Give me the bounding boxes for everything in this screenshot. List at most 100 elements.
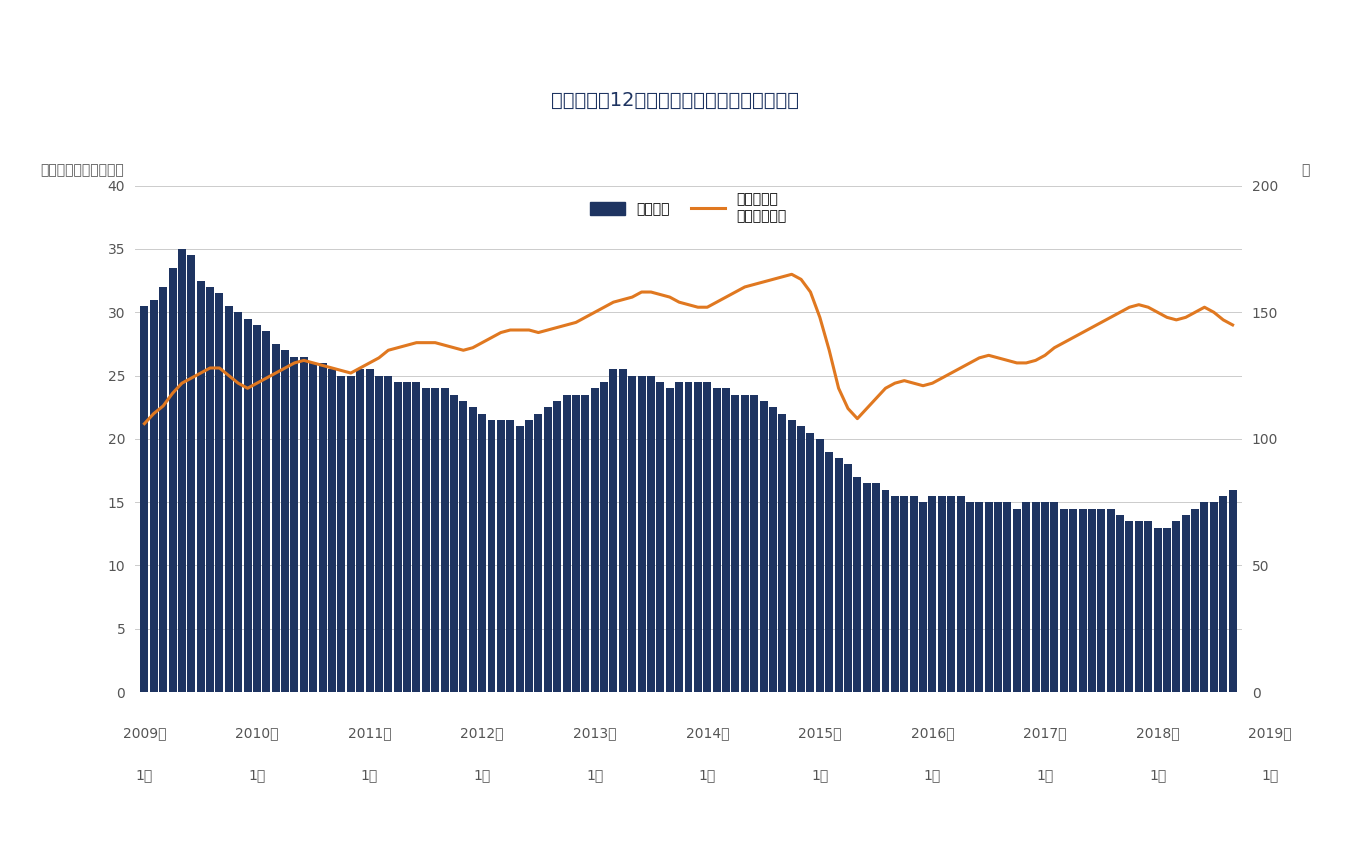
Bar bbox=[178, 249, 186, 692]
Bar bbox=[609, 369, 617, 692]
Bar bbox=[188, 255, 196, 692]
Bar bbox=[967, 502, 973, 692]
Bar bbox=[516, 426, 524, 692]
Bar bbox=[1098, 508, 1106, 692]
Bar bbox=[834, 457, 842, 692]
Bar bbox=[394, 381, 402, 692]
Text: 1月: 1月 bbox=[1037, 768, 1053, 782]
Bar bbox=[1050, 502, 1058, 692]
Bar bbox=[628, 376, 636, 692]
Bar bbox=[844, 464, 852, 692]
Bar bbox=[722, 388, 730, 692]
Bar bbox=[243, 318, 251, 692]
Bar bbox=[497, 419, 505, 692]
Bar bbox=[1172, 521, 1180, 692]
Bar bbox=[929, 495, 937, 692]
Text: 1月: 1月 bbox=[811, 768, 829, 782]
Bar bbox=[703, 381, 711, 692]
Bar bbox=[994, 502, 1002, 692]
Text: 1月: 1月 bbox=[699, 768, 716, 782]
Text: 2010年: 2010年 bbox=[235, 726, 278, 740]
Bar bbox=[591, 388, 598, 692]
Bar bbox=[1088, 508, 1096, 692]
Bar bbox=[1069, 508, 1077, 692]
Bar bbox=[1145, 521, 1152, 692]
Bar bbox=[891, 495, 899, 692]
Bar bbox=[618, 369, 626, 692]
Bar bbox=[1079, 508, 1087, 692]
Bar bbox=[1135, 521, 1143, 692]
Text: 2018年: 2018年 bbox=[1135, 726, 1180, 740]
Bar bbox=[459, 401, 467, 692]
Bar bbox=[468, 407, 477, 692]
Text: 2019年: 2019年 bbox=[1249, 726, 1292, 740]
Text: 1月: 1月 bbox=[360, 768, 378, 782]
Text: 1月: 1月 bbox=[474, 768, 491, 782]
Bar bbox=[1022, 502, 1030, 692]
Bar bbox=[751, 394, 759, 692]
Bar bbox=[582, 394, 590, 692]
Bar bbox=[197, 280, 205, 692]
Text: 2012年: 2012年 bbox=[460, 726, 504, 740]
Bar bbox=[1200, 502, 1208, 692]
Bar bbox=[347, 376, 355, 692]
Bar bbox=[900, 495, 909, 692]
Bar bbox=[787, 419, 795, 692]
Bar bbox=[1012, 508, 1021, 692]
Bar bbox=[563, 394, 571, 692]
Bar bbox=[290, 356, 298, 692]
Text: 1月: 1月 bbox=[923, 768, 941, 782]
Bar bbox=[234, 312, 242, 692]
Text: 倒産件数（移動平均）: 倒産件数（移動平均） bbox=[40, 163, 124, 177]
Bar bbox=[656, 381, 664, 692]
Bar bbox=[666, 388, 674, 692]
Bar bbox=[572, 394, 580, 692]
Bar bbox=[984, 502, 992, 692]
Bar bbox=[300, 356, 308, 692]
Bar bbox=[1116, 515, 1125, 692]
Bar bbox=[769, 407, 776, 692]
Bar bbox=[554, 401, 562, 692]
Bar bbox=[815, 439, 824, 692]
Bar bbox=[404, 381, 410, 692]
Bar bbox=[169, 268, 177, 692]
Bar bbox=[281, 350, 289, 692]
Bar bbox=[1003, 502, 1011, 692]
Bar bbox=[910, 495, 918, 692]
Bar bbox=[919, 502, 927, 692]
Bar bbox=[779, 414, 786, 692]
Bar bbox=[684, 381, 693, 692]
Bar bbox=[675, 381, 683, 692]
Bar bbox=[216, 293, 223, 692]
Text: 1月: 1月 bbox=[586, 768, 603, 782]
Bar bbox=[1191, 508, 1199, 692]
Bar bbox=[544, 407, 552, 692]
Bar bbox=[413, 381, 420, 692]
Bar bbox=[252, 325, 261, 692]
Bar bbox=[328, 369, 336, 692]
Bar bbox=[1219, 495, 1227, 692]
Bar bbox=[806, 432, 814, 692]
Text: 倒産件数（12カ月移動平均）とガソリン価格: 倒産件数（12カ月移動平均）とガソリン価格 bbox=[551, 90, 799, 110]
Bar bbox=[948, 495, 956, 692]
Bar bbox=[1031, 502, 1040, 692]
Bar bbox=[872, 483, 880, 692]
Text: 2013年: 2013年 bbox=[572, 726, 617, 740]
Bar bbox=[385, 376, 393, 692]
Bar bbox=[319, 363, 327, 692]
Bar bbox=[601, 381, 608, 692]
Text: 1月: 1月 bbox=[136, 768, 153, 782]
Bar bbox=[262, 331, 270, 692]
Text: 円: 円 bbox=[1301, 163, 1309, 177]
Bar bbox=[478, 414, 486, 692]
Bar bbox=[1154, 528, 1161, 692]
Bar bbox=[535, 414, 543, 692]
Bar bbox=[647, 376, 655, 692]
Bar bbox=[825, 452, 833, 692]
Bar bbox=[1107, 508, 1115, 692]
Text: 1月: 1月 bbox=[248, 768, 266, 782]
Bar bbox=[637, 376, 645, 692]
Bar bbox=[309, 363, 317, 692]
Bar bbox=[375, 376, 383, 692]
Bar bbox=[450, 394, 458, 692]
